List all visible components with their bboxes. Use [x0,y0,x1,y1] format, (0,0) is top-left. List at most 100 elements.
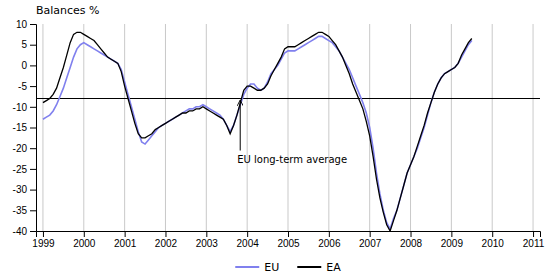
tick-label: 2005 [277,238,300,249]
reference-line [36,98,540,99]
y-tick: -25 [13,164,36,175]
tick-mark [30,65,36,66]
tick-mark [451,231,452,237]
tick-mark [84,231,85,237]
x-tick: 2002 [155,231,178,249]
y-tick: 10 [16,19,36,30]
grid-line [492,24,493,231]
chart: 1999 2000 2001 2002 2003 2004 2005 2006 2007 2008… [0,0,554,277]
tick-mark [206,231,207,237]
plot-area [36,24,540,231]
tick-mark [30,86,36,87]
tick-mark [30,169,36,170]
tick-mark [43,231,44,237]
grid-line [410,24,411,231]
tick-mark [30,107,36,108]
tick-mark [533,231,534,237]
tick-label: 2011 [523,238,545,249]
x-tick: 2004 [237,231,260,249]
tick-mark [492,231,493,237]
annotation: EU long-term average [237,154,347,165]
x-tick: 2003 [196,231,219,249]
tick-label: -10 [13,102,28,113]
tick-mark [370,231,371,237]
x-tick: 2000 [73,231,96,249]
y-axis: 10 5 0 -5 -10 -15 -20 -25 -30 -35 -40 [13,19,37,237]
grid-line [124,24,125,231]
grid-line [83,24,84,231]
y-axis-label: Balances % [36,4,100,17]
tick-label: -5 [18,81,27,92]
tick-mark [125,231,126,237]
tick-mark [288,231,289,237]
tick-label: -25 [13,164,28,175]
series-line [43,36,472,229]
tick-mark [30,128,36,129]
grid-line [42,24,43,231]
tick-label: 2007 [359,238,382,249]
tick-mark [30,148,36,149]
tick-label: 2000 [73,238,96,249]
tick-mark [30,190,36,191]
y-tick: -20 [13,143,36,154]
y-tick: -10 [13,102,36,113]
y-tick: -30 [13,184,36,195]
legend-swatch [235,266,259,268]
x-tick: 1999 [32,231,55,249]
y-tick: -15 [13,122,36,133]
x-tick: 2006 [318,231,341,249]
tick-label: -35 [13,205,28,216]
legend-item: EU [235,261,279,274]
tick-label: 10 [16,19,28,30]
tick-mark [411,231,412,237]
tick-mark [165,231,166,237]
tick-label: 2002 [155,238,178,249]
tick-label: 5 [21,39,27,50]
axis-domain [30,25,37,232]
y-tick: -35 [13,205,36,216]
tick-label: 0 [21,60,27,71]
legend-label: EA [326,261,341,274]
tick-label: 2009 [441,238,464,249]
grid-line [288,24,289,231]
y-tick: 0 [21,60,36,71]
legend: EU EA [235,261,341,274]
tick-label: -15 [13,122,28,133]
x-tick: 2005 [277,231,300,249]
grid-line [247,24,248,231]
x-tick: 2001 [114,231,137,249]
x-axis: 1999 2000 2001 2002 2003 2004 2005 2006 2007 2008… [32,231,544,249]
grid-line [451,24,452,231]
tick-label: -20 [13,143,28,154]
tick-label: 2001 [114,238,137,249]
x-tick: 2010 [482,231,505,249]
grid-line [533,24,534,231]
y-tick: -40 [13,226,36,237]
series-line [43,32,472,231]
y-tick: -5 [18,81,36,92]
legend-label: EU [264,261,279,274]
annotation-arrow [240,101,241,151]
tick-mark [30,210,36,211]
grid-line [328,24,329,231]
tick-mark [30,24,36,25]
tick-label: 2006 [318,238,341,249]
legend-swatch [297,266,321,268]
tick-label: -30 [13,184,28,195]
tick-mark [329,231,330,237]
legend-item: EA [297,261,341,274]
tick-mark [30,45,36,46]
x-tick: 2011 [523,231,545,249]
tick-label: 1999 [32,238,55,249]
y-tick: 5 [21,39,36,50]
x-tick: 2008 [400,231,423,249]
tick-label: 2004 [237,238,260,249]
grid-line [206,24,207,231]
tick-mark [247,231,248,237]
axis-domain [37,232,541,238]
x-tick: 2007 [359,231,382,249]
tick-label: 2003 [196,238,219,249]
tick-label: -40 [13,226,28,237]
grid-line [165,24,166,231]
tick-mark [30,231,36,232]
